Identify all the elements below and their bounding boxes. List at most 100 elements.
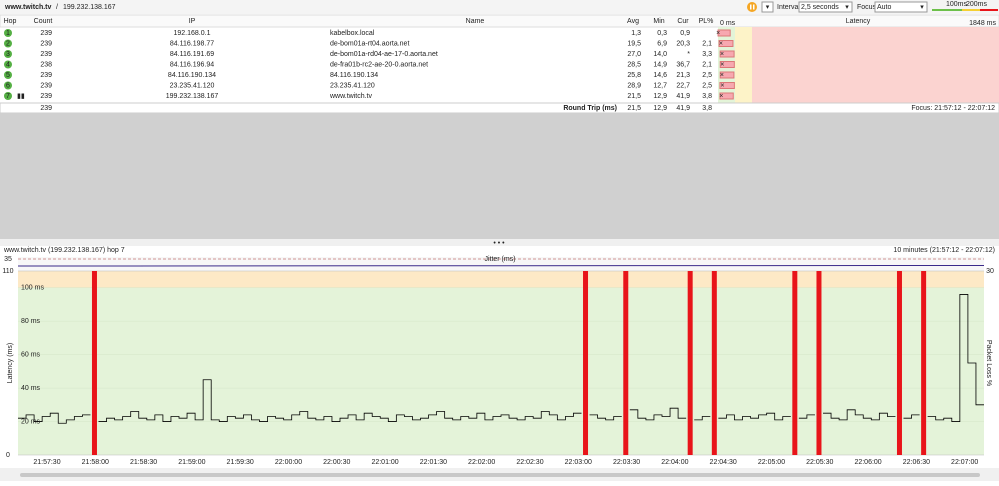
scale-bar-red	[980, 9, 998, 11]
table-cell: 23.235.41.120	[330, 82, 375, 89]
dropdown-arrow: ▾	[766, 4, 770, 11]
table-cell: 14,9	[653, 61, 667, 68]
jitter-band	[18, 257, 984, 271]
table-cell: de-bom01a-rt04.aorta.net	[330, 40, 409, 47]
table-cell: 21,5	[627, 93, 641, 100]
summary-label: Round Trip (ms)	[563, 105, 617, 112]
x-tick-label: 22:05:30	[806, 459, 833, 466]
table-cell: 0,3	[657, 30, 667, 37]
table-cell: 28,5	[627, 61, 641, 68]
packet-loss-bar	[623, 271, 629, 455]
latency-avg-mark: ×	[719, 93, 723, 100]
table-cell: 14,0	[653, 51, 667, 58]
y-tick-label: 60 ms	[21, 351, 41, 358]
pause-button[interactable]	[747, 2, 757, 12]
hop-number: 4	[6, 61, 10, 68]
column-header: Hop	[4, 18, 17, 25]
table-cell: 84.116.190.134	[168, 72, 216, 79]
table-header	[0, 14, 999, 28]
summary-focus: Focus: 21:57:12 - 22:07:12	[911, 105, 995, 112]
chart-subtitle: 10 minutes (21:57:12 - 22:07:12)	[893, 247, 995, 254]
latency-avg-mark: ×	[720, 82, 724, 89]
latency-box	[718, 40, 734, 47]
trace-icon: ▮▮	[17, 93, 25, 100]
table-cell: 239	[40, 93, 52, 100]
jitter-max-label: 35	[4, 256, 12, 263]
y-tick-label: 80 ms	[21, 318, 41, 325]
column-header: Avg	[627, 18, 639, 25]
table-cell: 84.116.198.77	[170, 40, 214, 47]
x-tick-label: 22:06:00	[854, 459, 881, 466]
table-cell: 36,7	[676, 61, 690, 68]
table-cell: 27,0	[627, 51, 641, 58]
table-cell: 3,3	[702, 51, 712, 58]
chart-title: www.twitch.tv (199.232.138.167) hop 7	[3, 247, 125, 254]
table-cell: 84.116.190.134	[330, 72, 378, 79]
hop-icon	[4, 71, 12, 79]
table-cell: www.twitch.tv	[329, 93, 373, 100]
x-tick-label: 21:59:30	[227, 459, 254, 466]
x-tick-label: 22:05:00	[758, 459, 785, 466]
latency-avg-mark: ×	[720, 51, 724, 58]
hop-number: 1	[6, 30, 10, 37]
table-cell: 3,8	[702, 93, 712, 100]
table-cell: 239	[40, 82, 52, 89]
table-cell: 1,3	[631, 30, 641, 37]
x-tick-label: 21:58:00	[82, 459, 109, 466]
table-cell: *	[687, 51, 690, 58]
x-tick-label: 22:03:00	[565, 459, 592, 466]
dropdown-button[interactable]	[761, 1, 774, 13]
y-tick-label: 100 ms	[21, 285, 44, 292]
summary-count: 239	[40, 105, 52, 112]
table-cell: 20,3	[676, 40, 690, 47]
interval-select[interactable]	[798, 1, 853, 13]
table-cell: 0,9	[680, 30, 690, 37]
y-tick-label: 110	[2, 268, 13, 275]
table-cell: 2,5	[702, 72, 712, 79]
latency-box	[719, 50, 735, 58]
table-cell: 199.232.138.167	[166, 93, 219, 100]
hop-number: 5	[6, 72, 10, 79]
latency-box	[719, 61, 735, 68]
select-arrow: ▾	[920, 4, 924, 11]
hop-icon	[4, 92, 12, 100]
interval-label: Interval	[777, 4, 800, 11]
scale-bar-green	[932, 9, 962, 11]
table-cell: 25,8	[627, 72, 641, 79]
table-cell: 2,5	[702, 82, 712, 89]
splitter-grip: • • •	[493, 240, 505, 247]
latency-avg-mark: ×	[716, 30, 720, 37]
latency-box	[719, 71, 735, 79]
scale-label: 200ms	[966, 1, 988, 8]
x-tick-label: 22:06:30	[903, 459, 930, 466]
column-header: Cur	[677, 18, 689, 25]
x-tick-label: 21:59:00	[178, 459, 205, 466]
column-header: Name	[466, 18, 485, 25]
table-cell: 12,9	[653, 93, 667, 100]
x-tick-label: 21:58:30	[130, 459, 157, 466]
focus-select[interactable]	[874, 1, 928, 13]
pause-icon	[753, 4, 755, 10]
scrollbar-thumb[interactable]	[20, 473, 980, 477]
interval-value: 2,5 seconds	[801, 4, 839, 11]
y-axis-label: Latency (ms)	[7, 343, 14, 383]
latency-avg-mark: ×	[720, 61, 724, 68]
table-cell: 22,7	[676, 82, 690, 89]
column-header: Latency	[846, 18, 871, 25]
hop-icon	[4, 29, 12, 37]
summary-row	[0, 102, 999, 114]
table-cell: 6,9	[657, 40, 667, 47]
jitter-line	[17, 265, 985, 267]
plot-green	[18, 287, 984, 455]
table-cell: 239	[40, 51, 52, 58]
select-arrow: ▾	[845, 4, 849, 11]
target-name: www.twitch.tv	[4, 4, 52, 11]
latency-scale-max: 1848 ms	[969, 20, 996, 27]
splitter[interactable]	[0, 239, 999, 246]
column-header: PL%	[699, 18, 714, 25]
x-tick-label: 21:57:30	[33, 459, 60, 466]
packet-loss-bar	[91, 271, 97, 455]
packet-loss-bar	[896, 271, 902, 455]
table-cell: 192.168.0.1	[174, 30, 211, 37]
x-tick-label: 22:07:00	[951, 459, 978, 466]
